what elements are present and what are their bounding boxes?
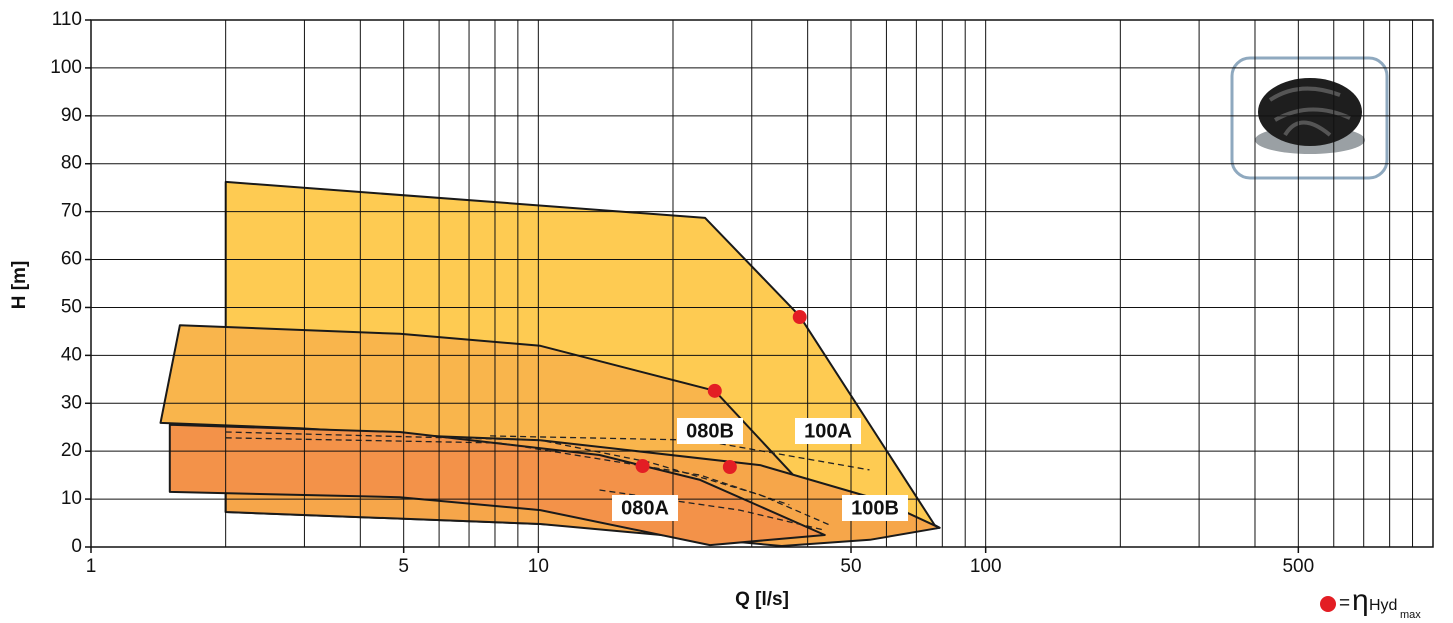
y-tick-label: 10 [61,488,82,509]
label-box [612,495,678,521]
legend-equals: = [1339,593,1350,614]
legend-marker [1320,596,1336,612]
x-tick-label: 50 [840,556,861,577]
y-tick-label: 70 [61,201,82,222]
efficiency-point [722,459,737,474]
efficiency-point [635,459,650,474]
label-box [842,495,908,521]
y-tick-label: 60 [61,249,82,270]
x-tick-label: 1 [86,556,97,577]
plot-frame [90,19,1434,548]
region-label: 100A [804,420,852,442]
y-tick-label: 20 [61,440,82,461]
impeller-icon [1230,56,1389,180]
y-tick-label: 90 [61,105,82,126]
x-tick-label: 100 [970,556,1002,577]
y-axis-label: H [m] [9,261,30,310]
y-tick-label: 40 [61,344,82,365]
y-tick-label: 50 [61,296,82,317]
x-axis-label: Q [l/s] [735,589,789,610]
dashed-curve [599,489,825,531]
y-tick-label: 30 [61,392,82,413]
y-tick-label: 110 [52,9,82,30]
icon-vanes [1268,86,1351,137]
efficiency-point [792,310,807,325]
legend-label: Hyd [1369,597,1397,614]
legend-symbol: η [1352,584,1369,617]
label-box [795,418,861,444]
x-tick-label: 10 [528,556,549,577]
x-tick-label: 5 [398,556,409,577]
y-tick-label: 0 [71,536,82,557]
y-tick-label: 100 [50,57,82,78]
region-label: 100B [851,497,899,519]
legend-subscript: max [1400,609,1421,621]
efficiency-point [707,383,722,398]
label-box [677,418,743,444]
region-label: 080A [621,497,669,519]
dashed-curve [225,431,830,526]
y-tick-label: 80 [61,153,82,174]
region-label: 080B [686,420,734,442]
x-tick-label: 500 [1282,556,1314,577]
dashed-curve [225,437,790,506]
